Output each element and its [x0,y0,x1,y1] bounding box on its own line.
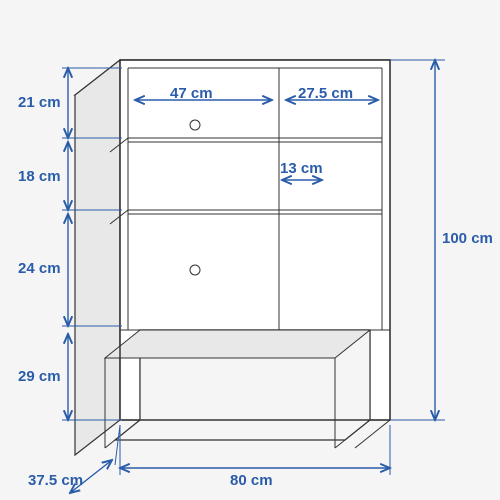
label-depth: 37.5 cm [28,472,83,489]
label-row4-height: 29 cm [18,368,61,385]
cabinet-left-side [75,60,120,455]
label-right-width: 27.5 cm [298,85,353,102]
ext-d-1 [115,425,120,465]
label-row3-height: 24 cm [18,260,61,277]
cabinet-inner-floor [105,330,370,358]
label-row1-height: 21 cm [18,94,61,111]
label-overall-width: 80 cm [230,472,273,489]
label-small-depth: 13 cm [280,160,323,177]
label-overall-height: 100 cm [442,230,493,247]
label-left-width: 47 cm [170,85,213,102]
cabinet-diagram [0,0,500,500]
label-row2-height: 18 cm [18,168,61,185]
